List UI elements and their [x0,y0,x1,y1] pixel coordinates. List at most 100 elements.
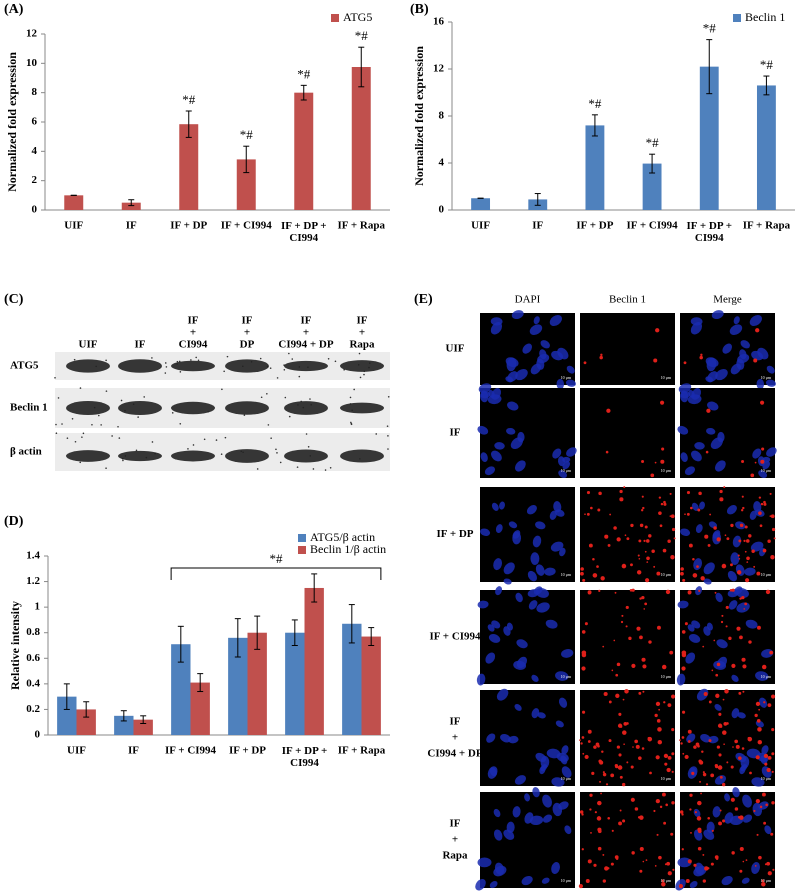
y-axis-label: Normalized fold expression [5,52,19,192]
nucleus [522,343,532,354]
microscopy-row-label: UIF [446,343,465,355]
nucleus [500,734,511,743]
scale-bar-label: 10 µm [761,776,772,781]
nucleus [680,390,689,403]
blot-speck [276,452,278,454]
y-tick-label: 8 [32,86,38,98]
nucleus [503,562,515,575]
nucleus [499,501,505,510]
beclin-signal [670,555,675,560]
beclin-signal [602,645,605,648]
beclin-signal [691,771,695,775]
nucleus [516,639,528,649]
x-tick-label: IF + DP + CI994 [282,745,327,769]
beclin-signal [767,539,771,543]
beclin-signal [592,573,598,578]
microscopy-image [580,388,675,478]
beclin-signal [744,550,747,553]
blot-speck [226,355,229,358]
blot-column-label: DP [240,339,255,351]
beclin-signal [721,563,727,569]
beclin-signal [744,602,748,606]
beclin-signal [644,550,647,553]
blot-column-label: + [303,327,309,339]
beclin-signal [641,509,644,512]
beclin-signal [616,745,620,749]
beclin-signal [638,691,642,695]
beclin-signal [650,473,655,478]
beclin-signal [596,816,602,821]
nucleus [549,314,562,327]
beclin-signal [769,515,772,517]
blot-speck [358,352,361,355]
beclin-signal [645,578,650,583]
beclin-signal [587,729,592,734]
x-tick-label: IF + CI994 [165,745,217,757]
beclin-signal [638,539,642,543]
beclin-signal [655,701,661,707]
nucleus [561,766,572,778]
nucleus [552,448,562,459]
nucleus [528,600,538,610]
beclin-signal [624,534,627,537]
beclin-signal [598,491,602,496]
beclin-signal [619,775,623,779]
blot-speck [284,396,287,399]
blot-speck [192,444,195,446]
blot-column-label: CI994 + DP [278,339,333,351]
nucleus [514,775,526,785]
nucleus [488,634,501,643]
beclin-signal [621,782,626,787]
beclin-signal [643,539,646,542]
nucleus [676,673,686,686]
beclin-signal [748,534,752,538]
beclin-signal [728,636,732,641]
beclin-signal [641,657,646,662]
nucleus [758,470,768,479]
beclin-signal [746,556,750,561]
beclin-signal [730,765,734,769]
beclin-signal [763,821,767,825]
nucleus [495,524,503,534]
beclin-signal [631,588,635,592]
beclin-signal [630,765,634,769]
beclin-signal [625,605,629,610]
beclin-signal [639,815,644,820]
bracket [170,567,382,580]
nucleus [491,502,499,511]
beclin-signal [679,810,684,814]
beclin-signal [719,497,724,502]
beclin-signal [680,742,683,745]
y-tick-label: 8 [439,110,445,122]
beclin-signal [618,753,622,757]
beclin-signal [697,846,702,851]
beclin-signal [642,506,645,510]
beclin-signal [718,712,722,716]
nucleus [476,673,486,686]
nucleus [484,466,496,476]
nucleus [745,619,758,629]
microscopy-image [580,792,675,888]
beclin-signal [700,576,705,581]
panel-label: (C) [4,292,24,307]
nucleus [514,704,522,711]
nucleus [712,530,721,539]
blot-speck [269,367,272,369]
nucleus [732,787,740,798]
beclin-signal [609,513,612,516]
blot-speck [375,433,378,435]
beclin-signal [586,512,590,516]
beclin-signal [719,775,723,779]
nucleus [749,510,757,520]
nucleus [712,806,721,818]
beclin-signal [682,752,685,755]
nucleus [751,862,760,875]
blot-speck [179,371,182,373]
beclin-signal [753,809,756,813]
nucleus [556,378,565,390]
nucleus [715,368,728,381]
beclin-signal [661,879,664,883]
beclin-signal [617,765,623,770]
beclin-signal [624,689,629,694]
beclin-signal [722,730,727,735]
